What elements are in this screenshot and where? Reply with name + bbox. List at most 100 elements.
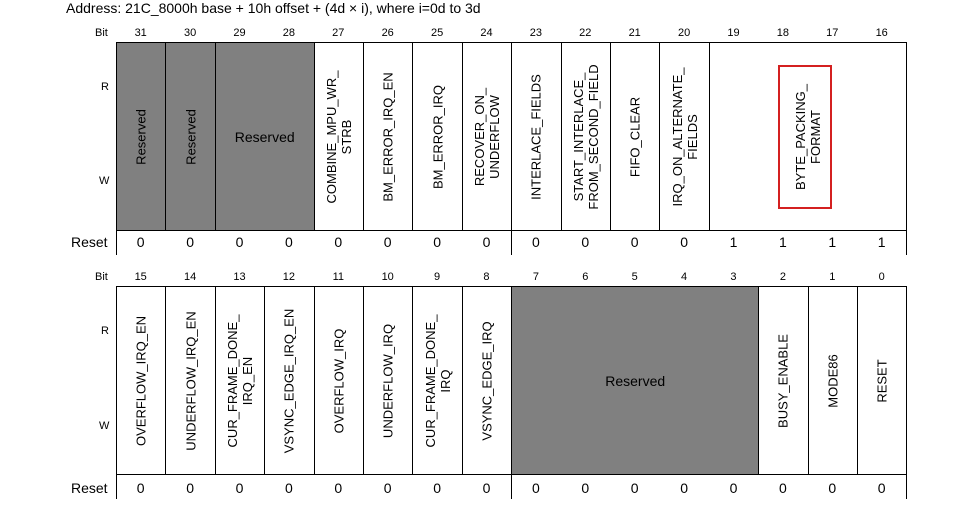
field-fifo-clear[interactable]: FIFO_CLEAR bbox=[610, 42, 661, 231]
field-label-line: OVERFLOW_IRQ_EN bbox=[133, 315, 149, 446]
field-interlace-fields[interactable]: INTERLACE_FIELDS bbox=[511, 42, 562, 231]
reset-value: 0 bbox=[680, 234, 688, 250]
field-overflow-irq[interactable]: OVERFLOW_IRQ bbox=[313, 286, 364, 475]
bit-number: 4 bbox=[681, 271, 688, 283]
reset-divider bbox=[511, 475, 513, 499]
reset-value: 0 bbox=[680, 480, 688, 496]
reset-value: 0 bbox=[284, 234, 293, 250]
field-reset[interactable]: RESET bbox=[857, 286, 908, 475]
field-reserved-7-3[interactable]: Reserved bbox=[511, 286, 760, 475]
reset-value: 0 bbox=[778, 480, 787, 496]
field-label: CUR_FRAME_DONE_ IRQ_EN bbox=[225, 314, 255, 447]
reset-divider bbox=[511, 231, 513, 255]
field-overflow-irq-en[interactable]: OVERFLOW_IRQ_EN bbox=[116, 286, 167, 475]
field-label-line: RESET bbox=[874, 358, 890, 403]
field-label-line: FROM_SECOND_FIELD bbox=[585, 63, 601, 210]
field-label-line: Reserved bbox=[605, 372, 666, 389]
field-label: UNDERFLOW_IRQ bbox=[381, 323, 396, 437]
field-label-line: OVERFLOW_IRQ bbox=[331, 328, 347, 433]
field-bm-error-irq[interactable]: BM_ERROR_IRQ bbox=[412, 42, 463, 231]
field-cur-frame-done-irq[interactable]: CUR_FRAME_DONE_ IRQ bbox=[412, 286, 463, 475]
reset-value: 1 bbox=[828, 234, 837, 250]
read-row-label: R bbox=[101, 325, 109, 337]
bit-number: 16 bbox=[875, 27, 888, 39]
bit-number: 11 bbox=[332, 271, 344, 283]
field-start-interlace-from-second-field[interactable]: START_INTERLACE_ FROM_SECOND_FIELD bbox=[560, 42, 611, 231]
field-mode86[interactable]: MODE86 bbox=[807, 286, 858, 475]
field-label-line: CUR_FRAME_DONE_ bbox=[224, 314, 240, 447]
bit-number: 8 bbox=[483, 271, 490, 283]
field-label: OVERFLOW_IRQ bbox=[331, 328, 346, 433]
reset-value: 0 bbox=[433, 480, 441, 496]
field-label: FIFO_CLEAR bbox=[628, 96, 643, 176]
field-label-line: STRB bbox=[338, 119, 354, 154]
field-label: IRQ_ON_ALTERNATE_ FIELDS bbox=[670, 67, 700, 206]
reset-value: 0 bbox=[581, 234, 590, 250]
field-label: Reserved bbox=[183, 109, 198, 165]
field-byte-packing-format[interactable]: BYTE_PACKING_ FORMAT bbox=[708, 42, 908, 231]
field-busy-enable[interactable]: BUSY_ENABLE bbox=[758, 286, 809, 475]
field-cur-frame-done-irq-en[interactable]: CUR_FRAME_DONE_ IRQ_EN bbox=[214, 286, 266, 475]
reset-value: 0 bbox=[136, 234, 145, 250]
field-irq-on-alternate-fields[interactable]: IRQ_ON_ALTERNATE_ FIELDS bbox=[659, 42, 710, 231]
field-label-line: IRQ_ON_ALTERNATE_ bbox=[669, 67, 685, 206]
field-label-line: UNDERFLOW_IRQ bbox=[380, 323, 396, 438]
write-row-label: W bbox=[99, 420, 110, 432]
reset-value: 0 bbox=[482, 234, 491, 250]
field-recover-on-underflow[interactable]: RECOVER_ON_ UNDERFLOW bbox=[461, 42, 513, 231]
field-label: INTERLACE_FIELDS bbox=[529, 74, 544, 200]
bit-number: 29 bbox=[233, 27, 246, 39]
field-label: UNDERFLOW_IRQ_EN bbox=[183, 311, 198, 450]
bit-number: 21 bbox=[628, 27, 641, 39]
field-label-line: FIFO_CLEAR bbox=[627, 96, 643, 177]
field-underflow-irq[interactable]: UNDERFLOW_IRQ bbox=[363, 286, 414, 475]
bit-number: 19 bbox=[727, 27, 740, 39]
field-bm-error-irq-en[interactable]: BM_ERROR_IRQ_EN bbox=[363, 42, 414, 231]
bit-row-label: Bit bbox=[95, 27, 108, 39]
reset-value: 0 bbox=[235, 480, 244, 496]
field-label-line: Reserved bbox=[234, 128, 295, 145]
field-label-line: FIELDS bbox=[684, 113, 700, 160]
field-underflow-irq-en[interactable]: UNDERFLOW_IRQ_EN bbox=[165, 286, 216, 475]
reset-value: 0 bbox=[284, 480, 293, 496]
reset-value: 0 bbox=[531, 234, 540, 250]
field-label: Reserved bbox=[512, 373, 758, 389]
field-vsync-edge-irq[interactable]: VSYNC_EDGE_IRQ bbox=[461, 286, 513, 475]
reset-value: 1 bbox=[778, 234, 787, 250]
field-label: RESET bbox=[875, 359, 890, 402]
bit-number: 1 bbox=[829, 271, 836, 283]
highlight-box bbox=[778, 65, 832, 209]
reset-value: 0 bbox=[334, 480, 343, 496]
bit-row-label: Bit bbox=[95, 271, 108, 283]
field-label-line: BM_ERROR_IRQ bbox=[430, 84, 446, 189]
bit-number: 24 bbox=[480, 27, 493, 39]
field-vsync-edge-irq-en[interactable]: VSYNC_EDGE_IRQ_EN bbox=[264, 286, 315, 475]
field-reserved-31[interactable]: Reserved bbox=[116, 42, 167, 231]
bit-number: 31 bbox=[134, 27, 147, 39]
reset-value: 0 bbox=[433, 234, 441, 250]
field-reserved-30[interactable]: Reserved bbox=[165, 42, 216, 231]
field-label-line: BUSY_ENABLE bbox=[775, 333, 791, 428]
reset-value: 0 bbox=[383, 480, 392, 496]
field-label-line: MODE86 bbox=[825, 353, 841, 408]
bit-number: 0 bbox=[878, 271, 885, 283]
field-label-line: Reserved bbox=[133, 108, 149, 165]
field-label: MODE86 bbox=[825, 354, 840, 407]
reset-value: 0 bbox=[828, 480, 837, 496]
reset-value: 1 bbox=[729, 234, 738, 250]
reset-value: 0 bbox=[186, 234, 194, 250]
field-label: BM_ERROR_IRQ_EN bbox=[381, 72, 396, 201]
field-label: Reserved bbox=[134, 109, 149, 165]
bit-number: 18 bbox=[776, 27, 789, 39]
bit-number: 3 bbox=[730, 271, 737, 283]
bit-number: 22 bbox=[579, 27, 592, 39]
bit-number: 25 bbox=[430, 27, 444, 39]
field-label-line: COMBINE_MPU_WR_ bbox=[323, 70, 339, 203]
reset-value: 1 bbox=[877, 234, 886, 250]
reset-value: 0 bbox=[531, 480, 540, 496]
field-reserved-29-28[interactable]: Reserved bbox=[214, 42, 315, 231]
bit-number: 27 bbox=[332, 27, 345, 39]
field-combine-mpu-wr-strb[interactable]: COMBINE_MPU_WR_ STRB bbox=[313, 42, 364, 231]
bit-number: 26 bbox=[381, 27, 394, 39]
reset-value: 0 bbox=[334, 234, 343, 250]
